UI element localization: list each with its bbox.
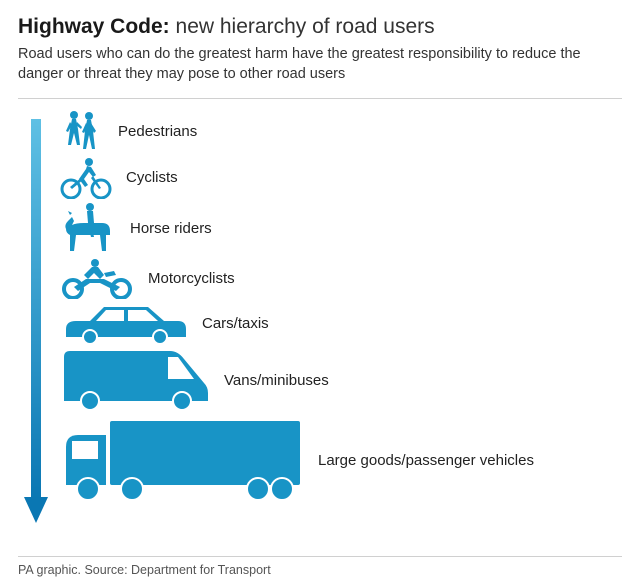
pedestrians-icon [60, 109, 104, 153]
gradient-arrow [24, 119, 48, 523]
divider-line-bottom [18, 556, 622, 557]
hierarchy-row-pedestrians: Pedestrians [60, 109, 622, 153]
hierarchy-row-lorry: Large goods/passenger vehicles [60, 415, 622, 505]
hierarchy-label: Horse riders [130, 220, 212, 237]
hierarchy-chart: Pedestrians Cyclists [18, 105, 622, 535]
hierarchy-rows: Pedestrians Cyclists [60, 109, 622, 507]
hierarchy-row-motorcyclists: Motorcyclists [60, 257, 622, 299]
hierarchy-label: Cyclists [126, 169, 178, 186]
hierarchy-label: Motorcyclists [148, 270, 235, 287]
hierarchy-row-cyclists: Cyclists [60, 155, 622, 199]
hierarchy-row-horse-riders: Horse riders [60, 201, 622, 255]
motorcycle-icon [60, 257, 134, 299]
title-line: Highway Code: new hierarchy of road user… [18, 14, 622, 39]
infographic-card: Highway Code: new hierarchy of road user… [0, 0, 640, 587]
car-icon [60, 301, 188, 345]
hierarchy-row-vans: Vans/minibuses [60, 347, 622, 413]
lorry-icon [60, 415, 304, 505]
title-rest: new hierarchy of road users [170, 15, 435, 38]
subheading: Road users who can do the greatest harm … [18, 45, 622, 84]
hierarchy-label: Large goods/passenger vehicles [318, 452, 534, 469]
hierarchy-row-cars: Cars/taxis [60, 301, 622, 345]
source-text: PA graphic. Source: Department for Trans… [18, 563, 271, 577]
title-bold: Highway Code: [18, 15, 170, 38]
van-icon [60, 347, 210, 413]
hierarchy-label: Cars/taxis [202, 315, 269, 332]
horse-rider-icon [60, 201, 116, 255]
divider-line [18, 98, 622, 99]
hierarchy-label: Pedestrians [118, 123, 197, 140]
cyclist-icon [60, 155, 112, 199]
hierarchy-label: Vans/minibuses [224, 372, 329, 389]
